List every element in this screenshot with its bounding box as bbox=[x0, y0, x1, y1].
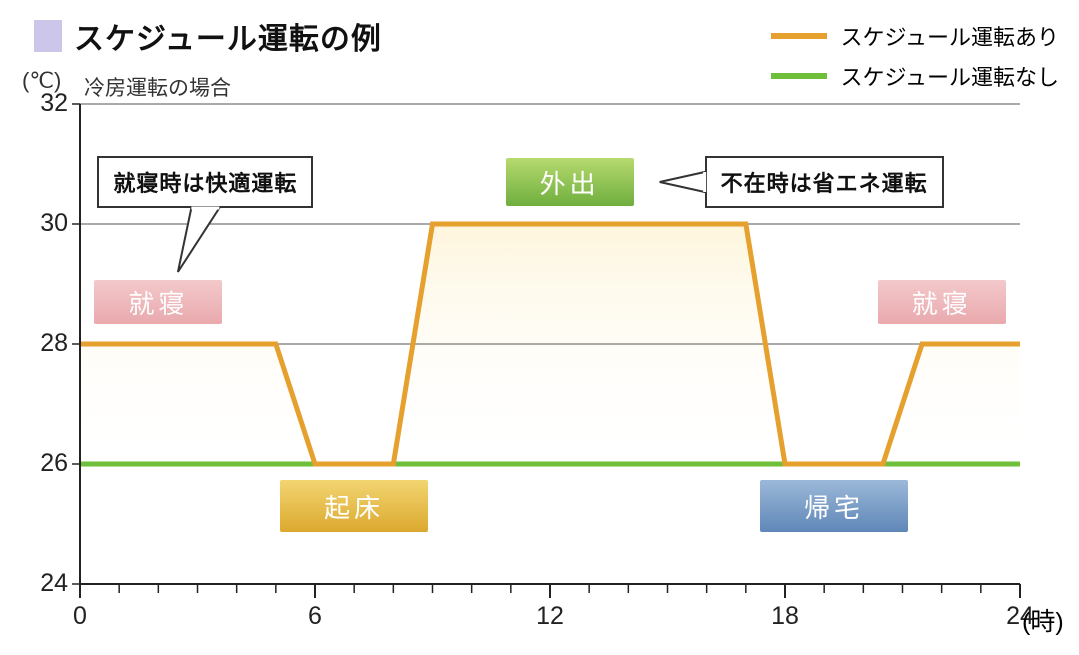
legend-label: スケジュール運転あり bbox=[841, 20, 1059, 52]
x-axis-unit: (時) bbox=[1022, 602, 1064, 638]
badge-return: 帰宅 bbox=[760, 480, 908, 532]
legend-line bbox=[771, 33, 827, 39]
badge-away: 外出 bbox=[506, 158, 634, 206]
chart-title-row: スケジュール運転の例 bbox=[34, 14, 382, 58]
x-tick-label: 0 bbox=[60, 602, 100, 631]
badge-wake: 起床 bbox=[280, 480, 428, 532]
badge-sleep1: 就寝 bbox=[94, 280, 222, 324]
title-swatch bbox=[34, 20, 62, 52]
y-tick-label: 30 bbox=[32, 209, 68, 238]
y-tick-label: 28 bbox=[32, 329, 68, 358]
badge-sleep2: 就寝 bbox=[878, 280, 1006, 324]
chart-title: スケジュール運転の例 bbox=[74, 14, 382, 58]
x-tick-label: 6 bbox=[295, 602, 335, 631]
y-tick-label: 32 bbox=[32, 89, 68, 118]
legend-item: スケジュール運転なし bbox=[771, 60, 1059, 92]
y-tick-label: 26 bbox=[32, 449, 68, 478]
legend-line bbox=[771, 73, 827, 79]
chart-subtitle: 冷房運転の場合 bbox=[84, 72, 231, 102]
callout-comfort: 就寝時は快適運転 bbox=[97, 156, 313, 208]
legend-item: スケジュール運転あり bbox=[771, 20, 1059, 52]
x-tick-label: 12 bbox=[530, 602, 570, 631]
callout-eco: 不在時は省エネ運転 bbox=[705, 156, 944, 208]
y-tick-label: 24 bbox=[32, 569, 68, 598]
legend: スケジュール運転ありスケジュール運転なし bbox=[771, 20, 1059, 92]
x-tick-label: 18 bbox=[765, 602, 805, 631]
legend-label: スケジュール運転なし bbox=[841, 60, 1059, 92]
